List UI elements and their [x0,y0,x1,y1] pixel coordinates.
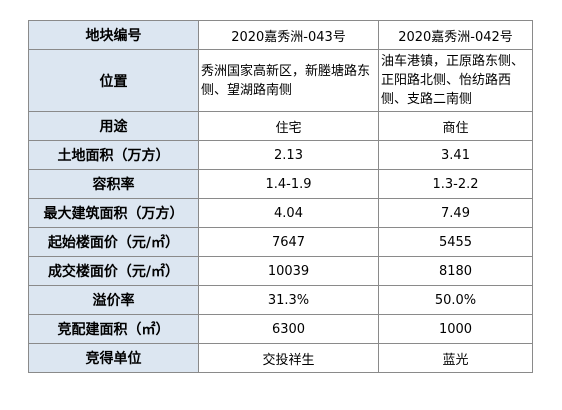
row-value-plot-042: 1.3-2.2 [378,169,533,199]
row-value-plot-042: 50.0% [378,285,533,315]
table-row-land-area: 土地面积（万方） 2.13 3.41 [28,140,533,170]
table-row-usage: 用途 住宅 商住 [28,111,533,141]
header-label: 地块编号 [28,20,199,50]
row-value-plot-043: 住宅 [198,111,379,141]
row-value-plot-043: 秀洲国家高新区，新塍塘路东侧、望湖路南侧 [198,49,379,112]
header-plot-042: 2020嘉秀洲-042号 [378,20,533,50]
row-value-plot-042: 1000 [378,314,533,344]
row-label: 竞配建面积（㎡） [28,314,199,344]
row-value-plot-043: 7647 [198,227,379,257]
row-label: 位置 [28,49,199,112]
row-label: 竞得单位 [28,343,199,373]
row-value-plot-042: 8180 [378,256,533,286]
row-value-plot-043: 4.04 [198,198,379,228]
table-row-final-price: 成交楼面价（元/㎡） 10039 8180 [28,256,533,286]
land-auction-table: 地块编号 2020嘉秀洲-043号 2020嘉秀洲-042号 位置 秀洲国家高新… [28,20,533,373]
row-label: 最大建筑面积（万方） [28,198,199,228]
table-row-starting-price: 起始楼面价（元/㎡） 7647 5455 [28,227,533,257]
row-value-plot-042: 蓝光 [378,343,533,373]
row-value-plot-042: 3.41 [378,140,533,170]
row-label: 成交楼面价（元/㎡） [28,256,199,286]
row-value-plot-042: 7.49 [378,198,533,228]
row-value-plot-043: 1.4-1.9 [198,169,379,199]
row-label: 土地面积（万方） [28,140,199,170]
table-row-location: 位置 秀洲国家高新区，新塍塘路东侧、望湖路南侧 油车港镇，正原路东侧、正阳路北侧… [28,49,533,112]
table-row-bid-construction-area: 竞配建面积（㎡） 6300 1000 [28,314,533,344]
land-auction-table-container: 地块编号 2020嘉秀洲-043号 2020嘉秀洲-042号 位置 秀洲国家高新… [28,20,533,373]
row-value-plot-043: 交投祥生 [198,343,379,373]
header-plot-043: 2020嘉秀洲-043号 [198,20,379,50]
table-row-plot-ratio: 容积率 1.4-1.9 1.3-2.2 [28,169,533,199]
table-row-winning-bidder: 竞得单位 交投祥生 蓝光 [28,343,533,373]
row-label: 用途 [28,111,199,141]
row-label: 溢价率 [28,285,199,315]
row-value-plot-043: 10039 [198,256,379,286]
row-value-plot-043: 2.13 [198,140,379,170]
row-value-plot-043: 31.3% [198,285,379,315]
table-row-premium-rate: 溢价率 31.3% 50.0% [28,285,533,315]
row-value-plot-042: 5455 [378,227,533,257]
row-label: 容积率 [28,169,199,199]
table-header-row: 地块编号 2020嘉秀洲-043号 2020嘉秀洲-042号 [28,20,533,50]
table-row-max-building-area: 最大建筑面积（万方） 4.04 7.49 [28,198,533,228]
row-value-plot-043: 6300 [198,314,379,344]
row-label: 起始楼面价（元/㎡） [28,227,199,257]
row-value-plot-042: 商住 [378,111,533,141]
row-value-plot-042: 油车港镇，正原路东侧、正阳路北侧、怡纺路西侧、支路二南侧 [378,49,533,112]
